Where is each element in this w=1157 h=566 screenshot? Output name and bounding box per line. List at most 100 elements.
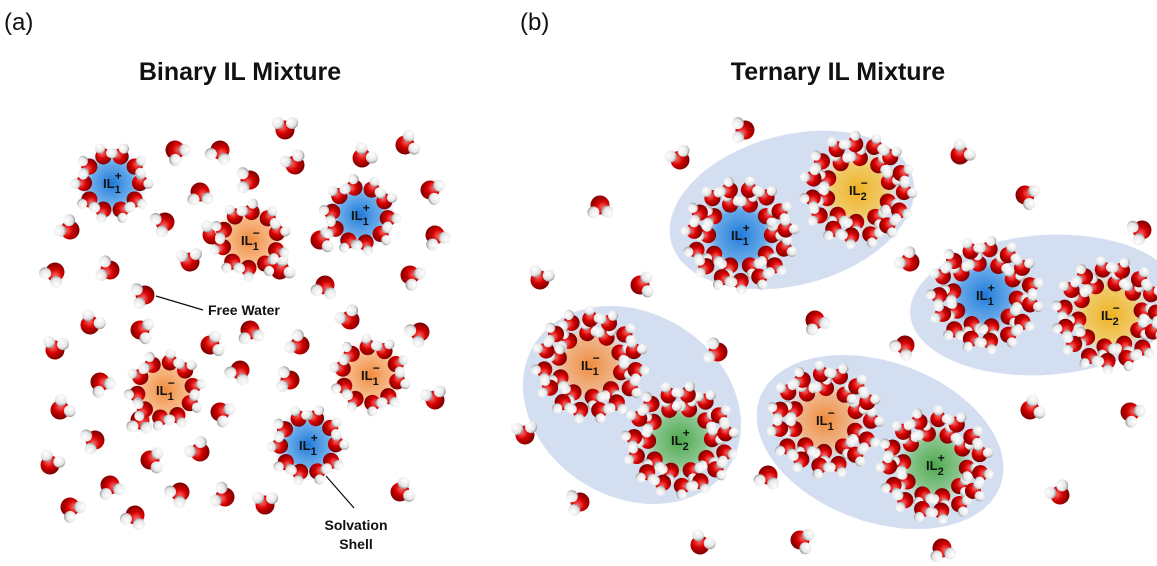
- hydrogen: [1009, 305, 1020, 317]
- hydrogen: [584, 305, 595, 316]
- hydrogen: [874, 416, 885, 427]
- ion-label: IL1−: [156, 376, 175, 403]
- ion-base: IL: [351, 208, 363, 223]
- hydrogen: [325, 214, 336, 226]
- hydrogen: [314, 474, 325, 485]
- hydrogen: [780, 216, 791, 227]
- water: [511, 421, 538, 445]
- hydrogen: [946, 294, 957, 305]
- water: [673, 477, 696, 500]
- hydrogen: [943, 329, 954, 341]
- hydrogen: [1052, 323, 1063, 334]
- hydrogen: [930, 550, 943, 563]
- ion-base: IL: [1101, 308, 1113, 323]
- water: [754, 185, 778, 206]
- water: [119, 505, 145, 531]
- hydrogen: [82, 309, 95, 322]
- water: [894, 246, 920, 272]
- water: [140, 447, 164, 474]
- hydrogen: [173, 495, 186, 508]
- hydrogen: [822, 462, 833, 473]
- hydrogen: [953, 139, 966, 152]
- hydrogen: [834, 228, 846, 240]
- hydrogen: [565, 490, 578, 503]
- hydrogen: [263, 265, 275, 277]
- water: [767, 401, 789, 423]
- ion: IL1−: [123, 348, 207, 431]
- water: [958, 459, 981, 482]
- hydrogen: [1107, 343, 1118, 354]
- hydrogen: [135, 155, 147, 167]
- ion-subscript: 2: [683, 441, 689, 453]
- hydrogen: [914, 429, 925, 441]
- water: [964, 479, 985, 502]
- hydrogen: [189, 248, 202, 261]
- ion: IL2−: [1051, 256, 1157, 375]
- water: [712, 269, 735, 290]
- water: [43, 335, 70, 360]
- hydrogen: [139, 362, 150, 373]
- water: [664, 144, 690, 170]
- hydrogen: [339, 439, 350, 450]
- hydrogen: [807, 215, 819, 226]
- oxygen: [352, 148, 372, 168]
- hydrogen: [426, 238, 439, 251]
- oxygen: [763, 226, 781, 244]
- hydrogen: [912, 408, 923, 419]
- hydrogen: [533, 343, 544, 354]
- hydrogen: [608, 310, 619, 321]
- water: [327, 430, 350, 453]
- water: [340, 174, 363, 196]
- hydrogen: [976, 242, 987, 253]
- hydrogen: [643, 423, 654, 434]
- hydrogen: [724, 276, 735, 287]
- hydrogen: [155, 225, 168, 238]
- hydrogen: [707, 337, 720, 350]
- ion-superscript: −: [168, 376, 175, 390]
- hydrogen: [1061, 330, 1073, 341]
- hydrogen: [333, 459, 344, 471]
- water: [976, 235, 998, 258]
- hydrogen: [563, 309, 574, 320]
- water: [841, 130, 864, 153]
- hydrogen: [54, 224, 67, 237]
- hydrogen: [1133, 404, 1146, 417]
- hydrogen: [545, 322, 556, 333]
- oxygen: [1120, 402, 1140, 422]
- hydrogen: [595, 413, 606, 424]
- water: [703, 425, 726, 448]
- hydrogen: [310, 284, 323, 297]
- hydrogen: [88, 201, 99, 212]
- water: [707, 458, 727, 481]
- hydrogen: [313, 405, 325, 416]
- water: [39, 262, 65, 288]
- hydrogen: [957, 506, 969, 517]
- hydrogen: [618, 359, 629, 370]
- oxygen: [862, 412, 880, 429]
- water: [425, 225, 451, 251]
- ion-label: IL2+: [671, 426, 690, 453]
- hydrogen: [285, 464, 296, 475]
- water: [701, 245, 724, 267]
- hydrogen: [963, 148, 976, 161]
- hydrogen: [362, 245, 374, 256]
- hydrogen: [96, 212, 107, 223]
- water: [687, 202, 708, 225]
- hydrogen: [655, 485, 666, 496]
- hydrogen: [112, 483, 125, 496]
- ion-base: IL: [816, 413, 828, 428]
- hydrogen: [806, 445, 817, 457]
- ion-base: IL: [731, 228, 743, 243]
- hydrogen: [95, 268, 108, 281]
- hydrogen: [799, 193, 810, 204]
- water: [1000, 326, 1021, 348]
- ion: IL2−: [799, 130, 918, 249]
- hydrogen: [552, 403, 563, 414]
- oxygen: [740, 181, 758, 198]
- hydrogen: [413, 267, 426, 280]
- hydrogen: [819, 180, 830, 192]
- hydrogen: [346, 401, 357, 412]
- hydrogen: [973, 440, 984, 451]
- oxygen: [240, 259, 257, 277]
- water: [717, 419, 740, 442]
